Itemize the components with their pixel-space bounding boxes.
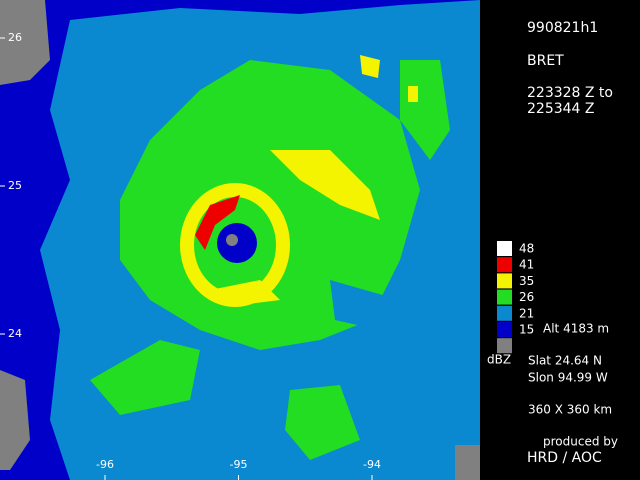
credit: produced by — [543, 435, 618, 449]
longitude-label: -95 — [230, 458, 248, 471]
time-end: 225344 Z — [527, 101, 594, 117]
latitude-label: 26 — [8, 31, 22, 44]
latitude-label: 25 — [8, 179, 22, 192]
longitude-ticks: -96 -95 -94 — [96, 458, 381, 480]
legend-swatch — [497, 241, 512, 256]
latitude-label: 24 — [8, 327, 22, 340]
legend-label: 21 — [519, 306, 534, 320]
radar-map — [0, 0, 480, 480]
altitude: Alt 4183 m — [543, 322, 609, 336]
legend-swatch — [497, 289, 512, 305]
storm-name: BRET — [527, 53, 564, 69]
longitude-label: -96 — [96, 458, 114, 471]
rainband — [360, 55, 380, 78]
legend-swatch — [497, 305, 512, 321]
eye-center — [226, 234, 238, 246]
legend-swatch — [497, 257, 512, 273]
storm-latitude: Slat 24.64 N — [528, 354, 602, 368]
legend-label: 41 — [519, 258, 534, 272]
unit: dBZ — [487, 353, 511, 367]
land — [0, 370, 30, 470]
moderate-echo — [285, 385, 360, 460]
legend-label: 48 — [519, 242, 534, 256]
longitude-label: -94 — [363, 458, 381, 471]
legend-swatch — [497, 338, 512, 354]
land — [455, 445, 480, 480]
legend-swatch — [497, 322, 512, 337]
latitude-ticks: 26 25 24 — [0, 31, 22, 340]
credit: HRD / AOC — [527, 450, 602, 466]
rainband — [270, 150, 380, 220]
legend-label: 35 — [519, 274, 534, 288]
legend-label: 26 — [519, 290, 534, 304]
domain-size: 360 X 360 km — [528, 403, 612, 417]
eyewall-core — [195, 195, 240, 250]
storm-longitude: Slon 94.99 W — [528, 371, 608, 385]
time-start: 223328 Z to — [527, 85, 613, 101]
legend: 48 41 35 26 21 15 — [497, 241, 534, 354]
rainband — [210, 280, 280, 305]
legend-label: 15 — [519, 323, 534, 337]
moderate-echo — [90, 340, 200, 415]
land — [0, 0, 50, 85]
legend-swatch — [497, 273, 512, 289]
moderate-echo — [400, 60, 450, 160]
flight-id: 990821h1 — [527, 20, 598, 36]
light-echo — [330, 280, 400, 330]
rainband — [408, 86, 418, 102]
